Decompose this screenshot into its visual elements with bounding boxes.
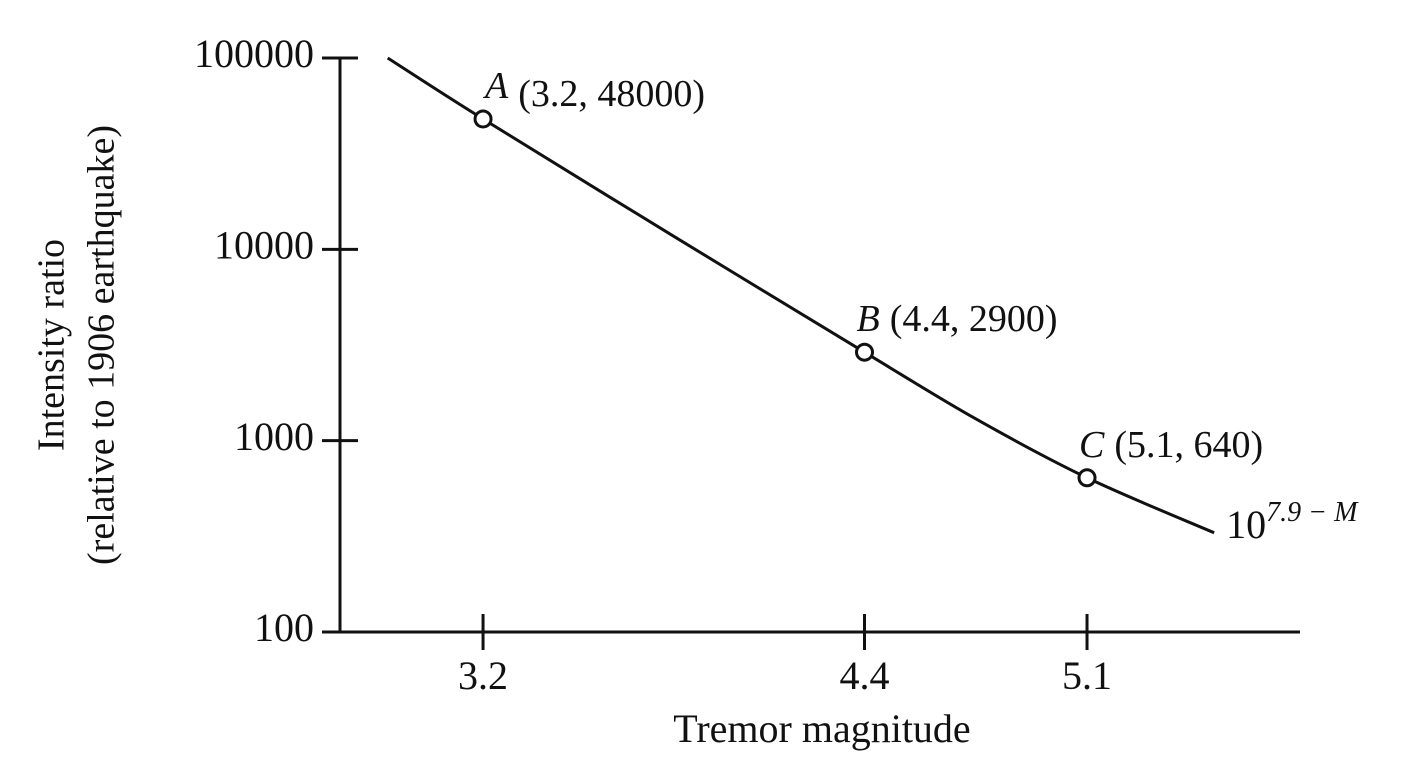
y-axis-label: (relative to 1906 earthquake) [81,125,123,565]
point-label: C [1079,423,1105,465]
x-tick-label: 4.4 [840,653,890,698]
point-annotation: A (3.2, 48000) [482,65,705,115]
x-tick-label: 3.2 [458,653,508,698]
y-tick-label: 100000 [194,31,314,76]
curve-label-base: 10 [1226,502,1266,547]
data-point [473,109,493,129]
point-label: A [482,65,509,107]
y-tick-label: 10000 [214,223,314,268]
point-annotation: C (5.1, 640) [1079,423,1263,465]
x-axis-label: Tremor magnitude [673,706,970,751]
y-axis-label: Intensity ratio [31,239,73,451]
y-tick-label: 100 [254,605,314,650]
point-annotation: B (4.4, 2900) [857,298,1058,340]
point-coordinates: (3.2, 48000) [518,73,705,115]
data-point [1077,468,1097,488]
curve-label: 107.9 − M [1226,497,1359,547]
point-coordinates: (4.4, 2900) [890,298,1058,340]
y-tick-label: 1000 [234,414,314,459]
point-coordinates: (5.1, 640) [1114,423,1263,465]
data-point [855,342,875,362]
curve-label-exponent: 7.9 − M [1266,497,1359,528]
x-tick-label: 5.1 [1062,653,1112,698]
point-label: B [857,298,880,340]
